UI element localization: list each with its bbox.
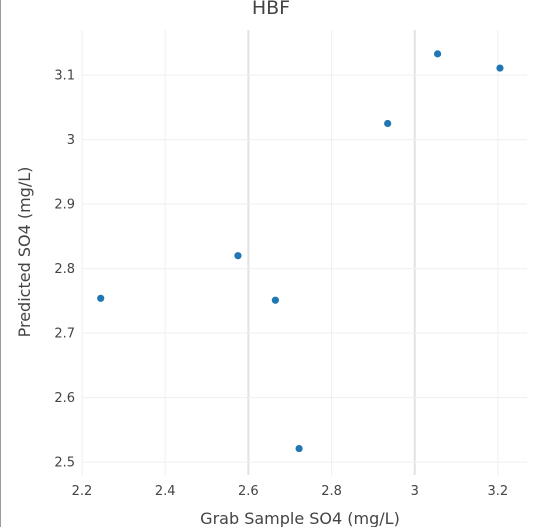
y-tick-label: 2.5 [54,456,75,471]
y-tick-label: 2.6 [54,391,75,406]
x-tick-label: 2.6 [238,484,259,499]
x-tick-label: 3 [411,484,419,499]
grid-lines [81,30,527,475]
data-point [433,50,442,58]
data-points [97,50,504,453]
x-axis-ticks: 2.2 2.4 2.6 2.8 3 3.2 [72,484,509,499]
data-point [97,294,105,302]
x-tick-label: 2.8 [321,484,342,499]
x-tick-label: 3.2 [488,484,509,499]
chart-title: HBF [252,0,290,19]
y-tick-label: 2.9 [54,198,75,213]
data-point [271,296,279,304]
y-axis-ticks: 2.5 2.6 2.7 2.8 2.9 3 3.1 [54,69,75,471]
data-point [496,64,504,72]
y-tick-label: 3.1 [54,69,75,84]
data-point [384,119,392,128]
data-point [295,444,303,453]
x-tick-label: 2.2 [72,484,93,499]
y-axis-title: Predicted SO4 (mg/L) [15,167,34,338]
y-tick-label: 2.8 [54,262,75,277]
x-axis-title: Grab Sample SO4 (mg/L) [200,509,400,527]
data-point [234,252,242,260]
y-tick-label: 3 [67,133,75,148]
x-tick-label: 2.4 [155,484,176,499]
left-border-rule [0,0,1,527]
y-tick-label: 2.7 [54,327,75,342]
